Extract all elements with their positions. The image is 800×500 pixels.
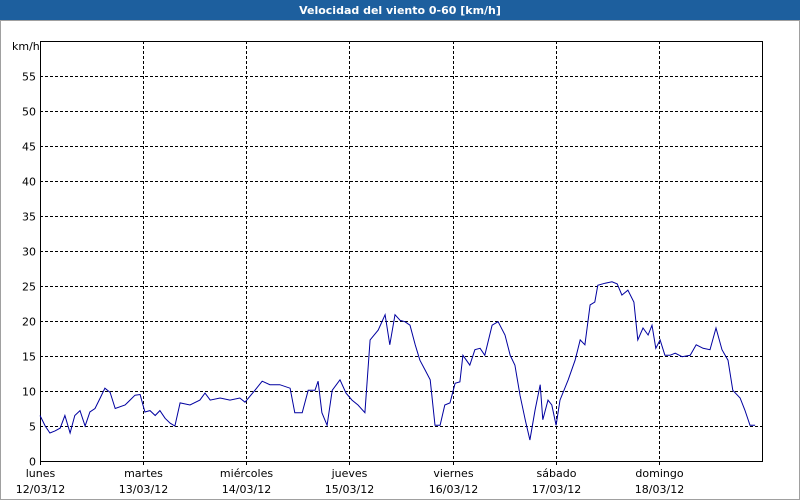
y-tick-label: 25 [22, 281, 36, 294]
x-tick-label: lunes [26, 467, 56, 480]
y-tick-label: 5 [29, 421, 36, 434]
y-tick-label: 40 [22, 176, 36, 189]
y-tick-label: 30 [22, 246, 36, 259]
x-tick-label: viernes [433, 467, 473, 480]
x-tick-label: sábado [537, 467, 577, 480]
y-tick-label: 35 [22, 211, 36, 224]
x-tick-sublabel: 16/03/12 [429, 483, 478, 496]
y-tick-label: 10 [22, 386, 36, 399]
x-tick-label: jueves [331, 467, 368, 480]
x-tick-label: martes [124, 467, 163, 480]
plot-border [40, 41, 763, 462]
y-tick-label: 15 [22, 351, 36, 364]
x-tick-sublabel: 15/03/12 [325, 483, 374, 496]
x-tick-label: miércoles [220, 467, 273, 480]
y-tick-label: 0 [29, 456, 36, 469]
x-tick-sublabel: 13/03/12 [119, 483, 168, 496]
line-series [39, 281, 756, 441]
x-tick-label: domingo [635, 467, 683, 480]
x-tick-sublabel: 12/03/12 [16, 483, 65, 496]
x-tick-sublabel: 17/03/12 [532, 483, 581, 496]
x-tick-sublabel: 18/03/12 [635, 483, 684, 496]
y-axis-label: km/h [12, 40, 40, 53]
x-tick-sublabel: 14/03/12 [222, 483, 271, 496]
title-bar [0, 0, 800, 20]
chart-title: Velocidad del viento 0-60 [km/h] [299, 4, 501, 17]
y-tick-label: 55 [22, 71, 36, 84]
y-tick-label: 45 [22, 141, 36, 154]
y-tick-label: 50 [22, 106, 36, 119]
y-tick-label: 20 [22, 316, 36, 329]
